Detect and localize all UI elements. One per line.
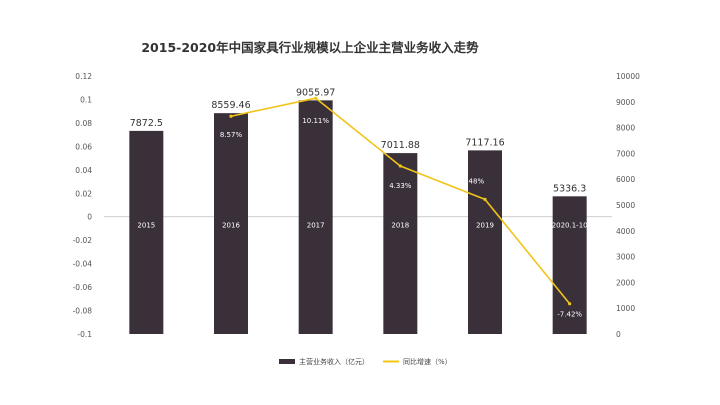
right-tick-label: 10000	[616, 72, 640, 81]
left-tick-label: -0.02	[73, 236, 93, 245]
right-tick-label: 6000	[616, 175, 635, 184]
category-labels: 2015 2016 2017 2018 2019 2020.1-10	[137, 222, 587, 230]
left-tick-label: 0.02	[75, 189, 92, 198]
bar	[129, 130, 164, 334]
left-tick-label: 0.1	[80, 95, 92, 104]
growth-point	[483, 197, 487, 201]
growth-label: 1.48%	[462, 177, 485, 185]
bar	[468, 150, 502, 334]
legend-bar-label: 主营业务收入（亿元）	[299, 357, 369, 366]
growth-label: 10.11%	[302, 117, 329, 125]
left-tick-label: 0.08	[75, 119, 92, 128]
left-tick-label: 0	[87, 213, 92, 222]
right-tick-label: 2000	[616, 278, 635, 287]
growth-point	[229, 114, 233, 118]
chart-title: 2015-2020年中国家具行业规模以上企业主营业务收入走势	[141, 40, 479, 55]
bar	[298, 100, 333, 334]
bar-value-label: 7117.16	[465, 137, 504, 148]
category-label: 2016	[222, 222, 240, 230]
growth-label: -7.42%	[557, 311, 582, 319]
bar-series	[129, 100, 587, 335]
left-tick-label: 0.06	[75, 142, 92, 151]
category-label: 2020.1-10	[552, 222, 588, 230]
bar	[552, 196, 587, 334]
right-tick-label: 9000	[616, 98, 635, 107]
bar-value-label: 9055.97	[296, 87, 335, 98]
right-axis: 0 1000 2000 3000 4000 5000 6000 7000 8000 9000 100…	[616, 72, 640, 339]
bar-value-label: 8559.46	[211, 100, 250, 111]
legend-line-label: 同比增速（%）	[403, 357, 452, 366]
bar-value-label: 5336.3	[553, 183, 586, 194]
right-tick-label: 0	[616, 330, 621, 339]
right-tick-label: 4000	[616, 227, 635, 236]
left-tick-label: 0.04	[75, 166, 92, 175]
bar	[214, 113, 248, 335]
right-tick-label: 3000	[616, 253, 635, 262]
category-label: 2015	[137, 222, 155, 230]
category-label: 2018	[391, 222, 409, 230]
growth-label: 4.33%	[389, 182, 412, 190]
bar-value-labels: 7872.5 8559.46 9055.97 7011.88 7117.16 5336.3	[130, 87, 587, 194]
left-tick-label: -0.06	[73, 283, 93, 292]
left-tick-label: -0.1	[77, 330, 92, 339]
right-tick-label: 7000	[616, 149, 635, 158]
category-label: 2017	[307, 222, 325, 230]
growth-point	[568, 302, 572, 306]
growth-label: 8.57%	[220, 131, 243, 139]
category-label: 2019	[476, 222, 494, 230]
legend-bar-swatch	[279, 359, 295, 364]
legend: 主营业务收入（亿元） 同比增速（%）	[279, 357, 452, 366]
growth-point	[314, 96, 318, 100]
line-series: 8.57% 10.11% 4.33% 1.48% -7.42%	[220, 96, 582, 319]
right-tick-label: 5000	[616, 201, 635, 210]
bar-value-label: 7011.88	[381, 140, 420, 151]
left-tick-label: -0.04	[73, 260, 93, 269]
right-tick-label: 1000	[616, 304, 635, 313]
left-tick-label: 0.12	[75, 72, 92, 81]
bar	[383, 153, 418, 334]
left-axis: -0.1 -0.08 -0.06 -0.04 -0.02 0 0.02 0.04 0.06 0.0…	[73, 72, 93, 339]
bar-value-label: 7872.5	[130, 118, 163, 129]
right-tick-label: 8000	[616, 124, 635, 133]
growth-point	[398, 164, 402, 168]
left-tick-label: -0.08	[73, 307, 93, 316]
